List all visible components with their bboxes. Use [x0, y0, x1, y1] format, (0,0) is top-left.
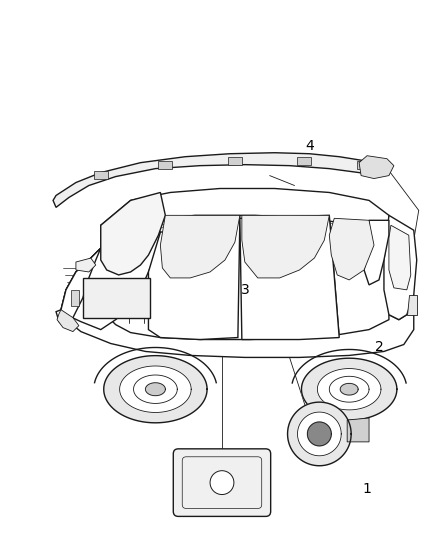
Circle shape [210, 471, 234, 495]
Polygon shape [145, 383, 165, 395]
Text: 2: 2 [374, 341, 383, 354]
FancyBboxPatch shape [173, 449, 271, 516]
Bar [94, 171, 108, 179]
Polygon shape [120, 366, 191, 413]
Polygon shape [57, 310, 79, 332]
Polygon shape [101, 192, 165, 275]
Polygon shape [384, 215, 417, 320]
Polygon shape [242, 215, 329, 278]
Polygon shape [364, 220, 389, 285]
Polygon shape [61, 220, 160, 329]
Polygon shape [101, 189, 389, 245]
Polygon shape [53, 153, 384, 207]
Text: 1: 1 [363, 482, 371, 496]
Polygon shape [160, 215, 240, 278]
Bar [71, 290, 79, 306]
Text: 4: 4 [305, 139, 314, 153]
Polygon shape [329, 219, 374, 280]
Polygon shape [61, 248, 414, 358]
Bar [297, 157, 311, 165]
Bar [83, 278, 150, 318]
Text: 3: 3 [240, 283, 249, 297]
Polygon shape [56, 248, 101, 328]
Polygon shape [288, 402, 351, 466]
Polygon shape [301, 358, 397, 420]
Bar [159, 160, 172, 168]
Polygon shape [240, 215, 339, 340]
Polygon shape [148, 219, 240, 340]
Polygon shape [407, 295, 417, 314]
Bar [357, 160, 371, 168]
Polygon shape [297, 412, 341, 456]
Bar [228, 157, 242, 165]
Polygon shape [104, 356, 207, 423]
Polygon shape [307, 422, 331, 446]
Polygon shape [347, 418, 369, 442]
Polygon shape [318, 368, 381, 410]
Polygon shape [389, 225, 411, 290]
Polygon shape [340, 383, 358, 395]
Polygon shape [359, 156, 394, 179]
Polygon shape [76, 258, 96, 272]
